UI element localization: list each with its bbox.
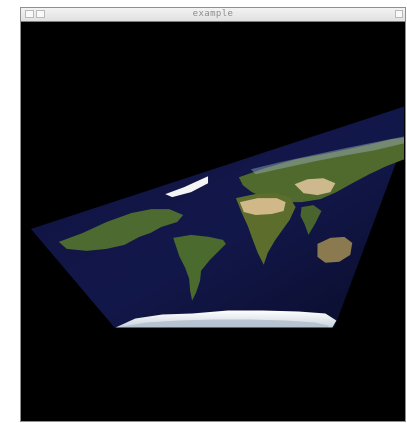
close-icon[interactable]	[395, 10, 403, 18]
render-viewport	[21, 22, 405, 421]
example-window: example	[20, 7, 406, 422]
europe-asia-land	[238, 137, 405, 203]
minimize-icon[interactable]	[25, 10, 34, 18]
arctic-cloud-band	[250, 136, 405, 175]
window-controls	[25, 10, 45, 18]
north-america-land	[58, 209, 184, 251]
middle-east-desert	[294, 178, 336, 196]
australia-land	[317, 236, 353, 263]
restore-icon[interactable]	[36, 10, 45, 18]
india-land	[300, 205, 322, 235]
antarctica-shadow	[118, 319, 329, 328]
ocean-surface	[30, 106, 405, 328]
south-america-land	[173, 234, 226, 301]
window-title: example	[192, 9, 234, 19]
world-map	[30, 106, 405, 328]
world-map-canvas	[30, 106, 405, 328]
greenland-ice	[165, 176, 209, 198]
sahara-desert	[239, 198, 286, 216]
window-titlebar: example	[21, 8, 405, 22]
